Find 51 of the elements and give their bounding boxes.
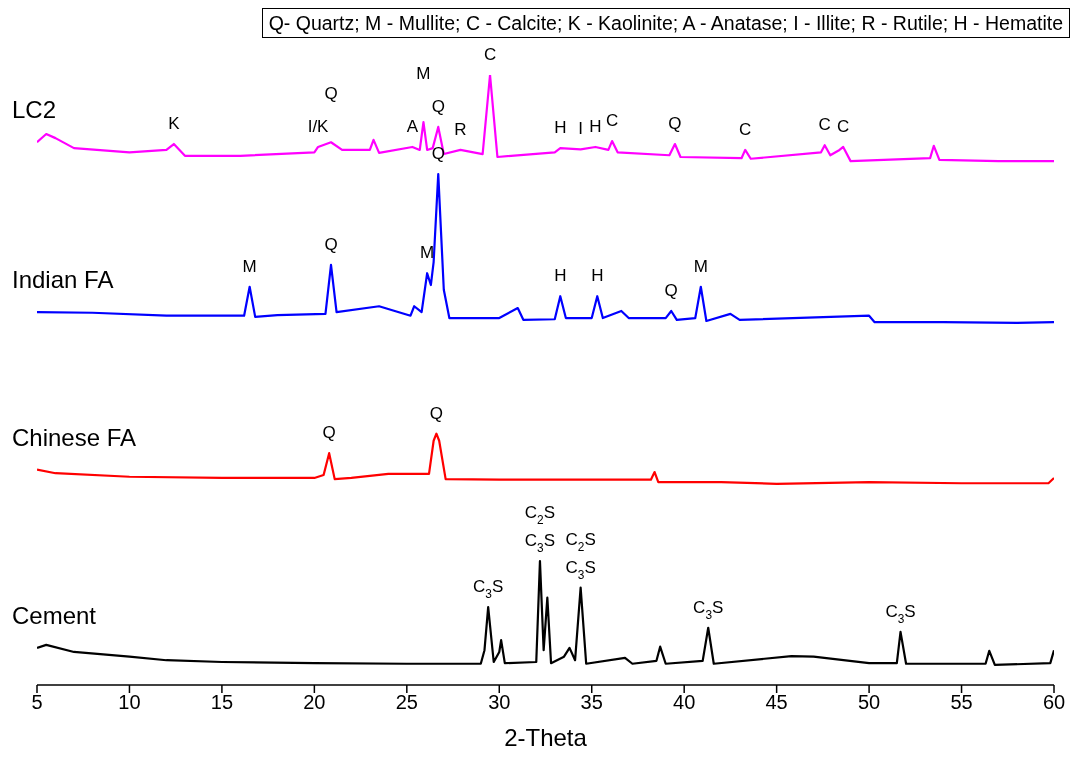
series-label: Chinese FA (12, 424, 137, 452)
annotation: R (454, 120, 467, 140)
x-tick-label: 60 (1042, 691, 1066, 714)
annotation: Q (431, 97, 445, 117)
annotation: M (242, 257, 257, 277)
annotation: I/K (307, 117, 330, 137)
annotation: Q (664, 281, 678, 301)
annotation: Q (324, 235, 338, 255)
x-tick-label: 35 (580, 691, 603, 714)
x-tick-label: 5 (31, 691, 43, 714)
annotation: H (591, 266, 604, 286)
x-tick-label: 20 (303, 691, 326, 714)
annotation: Q (322, 423, 336, 443)
x-tick-label: 55 (950, 691, 973, 714)
annotation: K (168, 114, 181, 134)
annotation: C$_{3}$S (565, 558, 596, 582)
series-label: Indian FA (12, 266, 114, 294)
x-tick-label: 10 (118, 691, 141, 714)
annotation: Q (324, 84, 338, 104)
text: Q- Quartz; M - Mullite; C - Calcite; K - Kaolinite; A - Anatase; I - Illite; R - Rutile; H - Hematite (261, 8, 1070, 38)
x-tick-label: 45 (765, 691, 788, 714)
annotation: A (406, 117, 419, 137)
annotation: C$_{3}$S (693, 598, 724, 622)
annotation: C$_{2}$S (565, 530, 596, 554)
annotation: Q (668, 114, 682, 134)
x-axis-title: 2-Theta (504, 724, 588, 751)
annotation: Q (431, 144, 445, 164)
x-tick-label: 30 (488, 691, 511, 714)
annotation: C (837, 117, 850, 137)
annotation: M (416, 64, 431, 84)
x-tick-label: 25 (395, 691, 418, 714)
annotation: C$_{3}$S (473, 577, 504, 602)
annotation: M (420, 243, 435, 263)
x-tick-label: 15 (210, 691, 234, 714)
annotation: C (605, 111, 619, 131)
series-label: LC2 (12, 96, 57, 124)
annotation: C (483, 45, 497, 65)
annotation: Q (429, 404, 444, 424)
annotation: H (554, 266, 567, 286)
annotation: C$_{3}$S (885, 602, 916, 627)
annotation: H (589, 117, 602, 137)
annotation: C$_{2}$S (524, 503, 556, 528)
annotation: M (693, 257, 708, 277)
annotation: C (818, 115, 831, 135)
x-tick-label: 50 (857, 691, 881, 714)
annotation: I (578, 119, 583, 139)
annotation: C$_{3}$S (524, 531, 556, 556)
x-tick-label: 40 (673, 691, 696, 714)
annotation: H (554, 118, 567, 138)
series-label: Cement (12, 602, 97, 630)
annotation: C (739, 120, 752, 140)
